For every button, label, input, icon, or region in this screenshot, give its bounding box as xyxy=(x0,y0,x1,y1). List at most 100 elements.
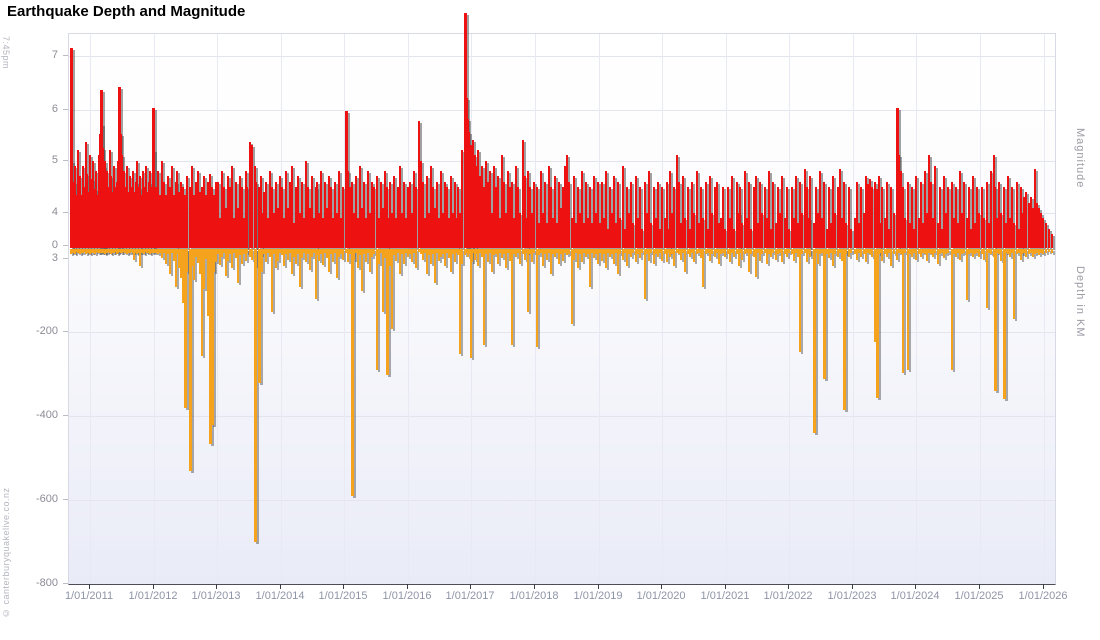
magnitude-bar xyxy=(689,228,691,248)
magnitude-bar xyxy=(452,212,454,248)
magnitude-bar xyxy=(611,212,613,248)
magnitude-bar xyxy=(700,186,702,248)
depth-bar xyxy=(874,249,876,342)
depth-bar xyxy=(947,249,949,254)
depth-bar xyxy=(201,249,203,356)
magnitude-bar xyxy=(680,223,682,248)
magnitude-bar xyxy=(426,176,428,248)
depth-bar xyxy=(1048,249,1050,253)
depth-bar xyxy=(764,249,766,254)
magnitude-bar xyxy=(389,181,391,248)
magnitude-bar xyxy=(195,181,197,248)
magnitude-bar xyxy=(678,181,680,248)
magnitude-bar xyxy=(659,228,661,248)
depth-bar xyxy=(904,249,906,254)
depth-bar xyxy=(963,249,965,254)
depth-bar xyxy=(968,249,970,254)
depth-bar xyxy=(475,249,477,254)
depth-bar xyxy=(591,249,593,254)
magnitude-bar xyxy=(628,212,630,248)
depth-bar xyxy=(605,249,607,268)
depth-bar xyxy=(579,249,581,254)
magnitude-bar xyxy=(591,223,593,248)
magnitude-bar xyxy=(1007,176,1009,248)
magnitude-bar xyxy=(313,218,315,248)
magnitude-bar xyxy=(589,186,591,248)
depth-bar xyxy=(395,249,397,261)
depth-bar xyxy=(536,249,538,348)
magnitude-bar xyxy=(86,173,88,248)
depth-bar xyxy=(653,249,655,264)
depth-bar xyxy=(533,249,535,254)
magnitude-bar xyxy=(538,223,540,248)
depth-bar xyxy=(305,249,307,262)
magnitude-bar xyxy=(823,181,825,248)
depth-bar xyxy=(249,249,251,257)
y-tick-mark xyxy=(63,583,68,584)
magnitude-bar xyxy=(943,176,945,248)
depth-bar xyxy=(684,249,686,272)
magnitude-bar xyxy=(231,165,233,248)
magnitude-bar xyxy=(609,186,611,248)
magnitude-bar xyxy=(121,155,123,248)
magnitude-bar xyxy=(513,218,515,248)
depth-bar xyxy=(345,249,347,254)
magnitude-bar xyxy=(624,228,626,248)
magnitude-bar xyxy=(442,212,444,248)
magnitude-bar xyxy=(143,186,145,248)
magnitude-bar xyxy=(522,139,524,248)
depth-bar xyxy=(637,249,639,254)
depth-bar xyxy=(739,249,741,254)
depth-bar xyxy=(943,249,945,259)
magnitude-bar xyxy=(768,171,770,248)
depth-bar xyxy=(918,249,920,254)
magnitude-bar xyxy=(550,186,552,248)
x-tick-label: 1/01/2020 xyxy=(636,590,686,602)
depth-bar xyxy=(428,249,430,256)
depth-bar xyxy=(775,249,777,260)
depth-bar xyxy=(768,249,770,254)
magnitude-bar xyxy=(251,144,253,248)
magnitude-bar xyxy=(440,171,442,248)
depth-bar xyxy=(326,249,328,259)
depth-bar xyxy=(391,249,393,329)
magnitude-bar xyxy=(676,155,678,248)
depth-bar xyxy=(755,249,757,277)
magnitude-bar xyxy=(757,223,759,248)
magnitude-bar xyxy=(817,212,819,248)
depth-bar xyxy=(619,249,621,254)
magnitude-bar xyxy=(599,223,601,248)
depth-bar xyxy=(363,249,365,254)
magnitude-bar xyxy=(622,165,624,248)
magnitude-bar xyxy=(1000,212,1002,248)
depth-bar xyxy=(860,249,862,257)
magnitude-bar xyxy=(890,186,892,248)
magnitude-bar xyxy=(301,181,303,248)
magnitude-bar xyxy=(918,218,920,248)
magnitude-bar xyxy=(401,212,403,248)
depth-bar xyxy=(384,249,386,259)
depth-bar xyxy=(361,249,363,291)
gridline-vertical xyxy=(853,34,854,584)
magnitude-bar xyxy=(748,181,750,248)
depth-bar xyxy=(1021,249,1023,254)
depth-bar xyxy=(273,249,275,254)
depth-bar xyxy=(961,249,963,254)
depth-bar xyxy=(932,249,934,257)
x-tick-label: 1/01/2013 xyxy=(191,590,241,602)
depth-bar xyxy=(955,249,957,257)
depth-bar xyxy=(136,249,138,254)
depth-bar xyxy=(746,249,748,254)
magnitude-bar xyxy=(1018,228,1020,248)
depth-bar xyxy=(171,249,173,254)
magnitude-bar xyxy=(736,181,738,248)
magnitude-bar xyxy=(886,181,888,248)
magnitude-bar xyxy=(223,186,225,248)
y-tick-label: 7 xyxy=(51,49,58,61)
magnitude-bar xyxy=(777,186,779,248)
depth-bar xyxy=(357,249,359,268)
depth-bar xyxy=(446,249,448,254)
depth-bar xyxy=(155,249,157,253)
magnitude-bar xyxy=(661,186,663,248)
magnitude-bar xyxy=(384,171,386,248)
